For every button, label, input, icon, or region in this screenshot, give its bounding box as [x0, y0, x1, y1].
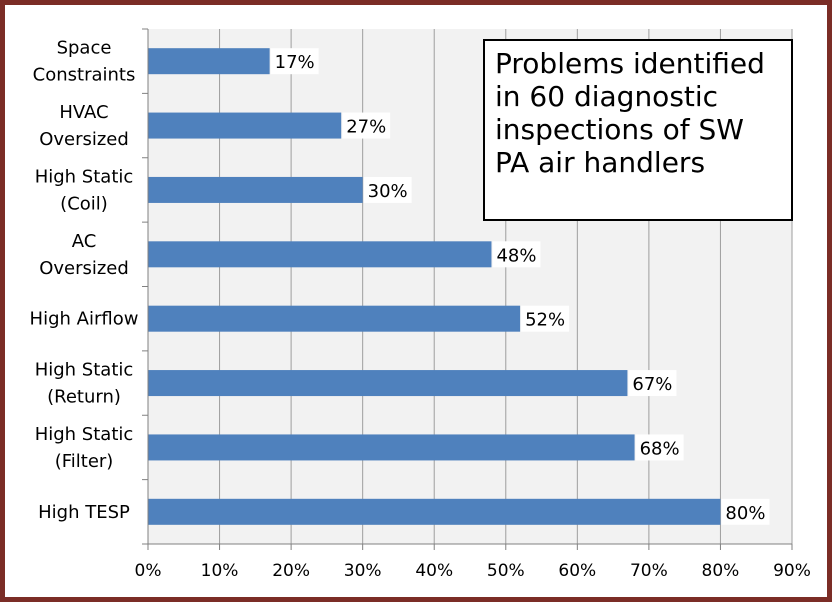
- data-label: 17%: [270, 48, 319, 75]
- data-label-box: [492, 241, 541, 268]
- chart-title: Problems identified in 60 diagnostic ins…: [483, 39, 793, 221]
- data-label-box: [721, 498, 770, 525]
- data-label-text: 17%: [275, 52, 315, 73]
- data-label-box: [521, 305, 570, 332]
- x-tick-label: 80%: [702, 561, 740, 581]
- x-tick-label: 30%: [344, 561, 382, 581]
- data-label: 67%: [628, 370, 677, 397]
- category-label: High Static: [35, 424, 134, 445]
- data-label-box: [342, 112, 391, 139]
- x-tick-label: 70%: [630, 561, 668, 581]
- bar: [148, 112, 342, 139]
- data-label: 48%: [492, 241, 541, 268]
- data-label: 27%: [342, 112, 391, 139]
- data-label: 80%: [721, 498, 770, 525]
- x-tick-label: 20%: [272, 561, 310, 581]
- category-label: Oversized: [39, 258, 129, 279]
- bar: [148, 434, 635, 461]
- x-tick-label: 90%: [773, 561, 811, 581]
- x-tick-label: 60%: [558, 561, 596, 581]
- category-label: High TESP: [38, 502, 130, 523]
- category-label: Oversized: [39, 129, 129, 150]
- bar: [148, 370, 628, 397]
- category-label: High Airflow: [30, 309, 139, 330]
- data-label-text: 48%: [496, 245, 536, 266]
- data-label-text: 67%: [632, 374, 672, 395]
- data-label-box: [635, 434, 684, 461]
- x-tick-label: 40%: [415, 561, 453, 581]
- data-label: 52%: [521, 305, 570, 332]
- data-label-text: 80%: [725, 503, 765, 524]
- bar: [148, 241, 492, 268]
- data-label-text: 52%: [525, 310, 565, 331]
- bar: [148, 48, 270, 75]
- x-tick-labels: 0% 10% 20% 30% 40% 50% 60% 70% 80% 90%: [135, 561, 811, 581]
- data-label-box: [270, 48, 319, 75]
- x-tick-label: 10%: [201, 561, 239, 581]
- bar: [148, 498, 721, 525]
- category-label: (Filter): [55, 451, 114, 472]
- category-label: High Static: [35, 360, 134, 381]
- category-label: Constraints: [33, 65, 136, 86]
- category-label: (Return): [47, 387, 121, 408]
- bar: [148, 176, 363, 203]
- category-label: High Static: [35, 166, 134, 187]
- category-labels: Space Constraints HVAC Oversized High Static…: [30, 38, 139, 523]
- category-label: HVAC: [59, 102, 108, 123]
- data-label: 68%: [635, 434, 684, 461]
- bars: [148, 48, 721, 525]
- category-label: Space: [57, 38, 112, 59]
- data-label: 30%: [363, 176, 412, 203]
- data-label-text: 68%: [640, 438, 680, 459]
- category-label: (Coil): [60, 193, 108, 214]
- x-tick-label: 50%: [487, 561, 525, 581]
- data-label-text: 27%: [346, 117, 386, 138]
- axes: [142, 28, 792, 545]
- data-label-box: [363, 176, 412, 203]
- data-label-text: 30%: [368, 181, 408, 202]
- category-label: AC: [72, 231, 97, 252]
- bar: [148, 305, 521, 332]
- x-tick-label: 0%: [135, 561, 162, 581]
- data-label-box: [628, 370, 677, 397]
- data-labels: 17% 27% 30% 48% 52% 67% 68% 80%: [270, 48, 770, 525]
